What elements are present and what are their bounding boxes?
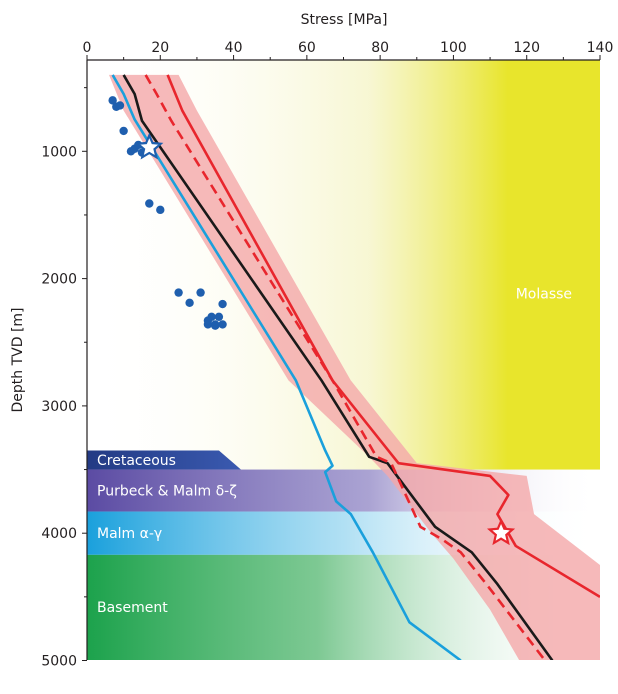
x-tick-label: 20 xyxy=(151,40,169,56)
uncertainty-band xyxy=(108,74,600,660)
series-lines-layer xyxy=(111,74,600,660)
series-line-3 xyxy=(144,74,547,660)
y-tick-label: 4000 xyxy=(41,526,77,542)
data-point xyxy=(185,298,194,307)
axes-layer: 0 20 40 60 80 100 120 140 1000 2000 3000 4000 5000 xyxy=(41,40,613,670)
x-axis-title: Stress [MPa] xyxy=(301,12,388,28)
data-points-layer xyxy=(108,96,227,330)
series-line-1 xyxy=(122,74,554,660)
data-point xyxy=(218,320,227,329)
x-tick-label: 0 xyxy=(83,40,92,56)
data-point xyxy=(196,288,205,297)
data-point xyxy=(119,126,128,136)
unit-label-1: Cretaceous xyxy=(97,453,176,469)
y-tick-label: 2000 xyxy=(41,272,77,288)
series-line-0 xyxy=(111,74,462,660)
data-point xyxy=(218,299,227,309)
unit-cretaceous xyxy=(87,450,241,470)
star-marker-1 xyxy=(486,518,516,546)
data-point xyxy=(174,288,183,297)
unit-label-2: Purbeck & Malm δ-ζ xyxy=(97,484,237,500)
stars-layer xyxy=(135,132,516,546)
x-tick-label: 100 xyxy=(440,40,467,56)
y-axis-title: Depth TVD [m] xyxy=(10,307,26,412)
unit-label-0: Molasse xyxy=(516,287,572,303)
series-line-2 xyxy=(166,74,600,598)
x-tick-label: 80 xyxy=(371,40,389,56)
data-point xyxy=(115,101,125,110)
unit-label-4: Basement xyxy=(97,600,168,616)
x-tick-label: 120 xyxy=(513,40,540,56)
data-point xyxy=(145,199,154,208)
uncertainty-band-layer xyxy=(108,74,600,660)
data-point xyxy=(108,96,117,105)
data-point xyxy=(203,316,213,325)
x-tick-label: 40 xyxy=(225,40,243,56)
y-tick-label: 1000 xyxy=(41,144,77,160)
unit-label-3: Malm α-γ xyxy=(97,526,162,542)
x-tick-label: 140 xyxy=(587,40,614,56)
unit-labels-layer: Molasse Cretaceous Purbeck & Malm δ-ζ Malm … xyxy=(97,287,572,616)
data-point xyxy=(214,312,224,321)
x-tick-label: 60 xyxy=(298,40,316,56)
data-point xyxy=(211,320,220,329)
y-tick-label: 3000 xyxy=(41,399,77,415)
y-tick-label: 5000 xyxy=(41,654,77,670)
data-point xyxy=(156,205,165,215)
star-marker-0 xyxy=(135,132,164,160)
